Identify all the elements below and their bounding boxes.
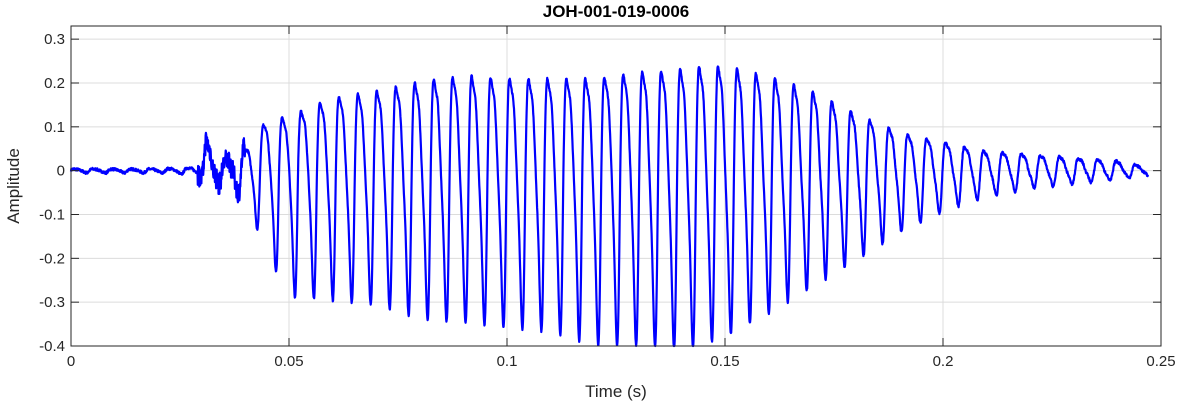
y-tick-label: 0.2 (44, 75, 65, 92)
x-tick-label: 0 (67, 353, 75, 370)
y-tick-label: -0.3 (39, 294, 65, 311)
y-tick-label: -0.1 (39, 206, 65, 223)
waveform-series (69, 65, 1149, 348)
x-tick-label: 0.25 (1146, 353, 1175, 370)
y-tick-label: 0.1 (44, 119, 65, 136)
chart-title: JOH-001-019-0006 (543, 2, 689, 21)
waveform-line (69, 65, 1149, 348)
plot-frame (70, 25, 1162, 347)
y-tick-label: 0.3 (44, 31, 65, 48)
x-tick-label: 0.1 (497, 353, 518, 370)
y-tick-label: -0.2 (39, 250, 65, 267)
x-axis-label: Time (s) (585, 382, 647, 401)
y-tick-label: -0.4 (39, 338, 65, 355)
y-tick-label: 0 (57, 163, 65, 180)
y-axis-label: Amplitude (4, 148, 23, 224)
y-axis: -0.4 -0.3 -0.2 -0.1 0 0.1 0.2 0.3 (39, 31, 1161, 355)
x-tick-label: 0.15 (710, 353, 739, 370)
x-tick-label: 0.05 (274, 353, 303, 370)
x-tick-label: 0.2 (933, 353, 954, 370)
x-axis: 0 0.05 0.1 0.15 0.2 0.25 (67, 26, 1176, 370)
